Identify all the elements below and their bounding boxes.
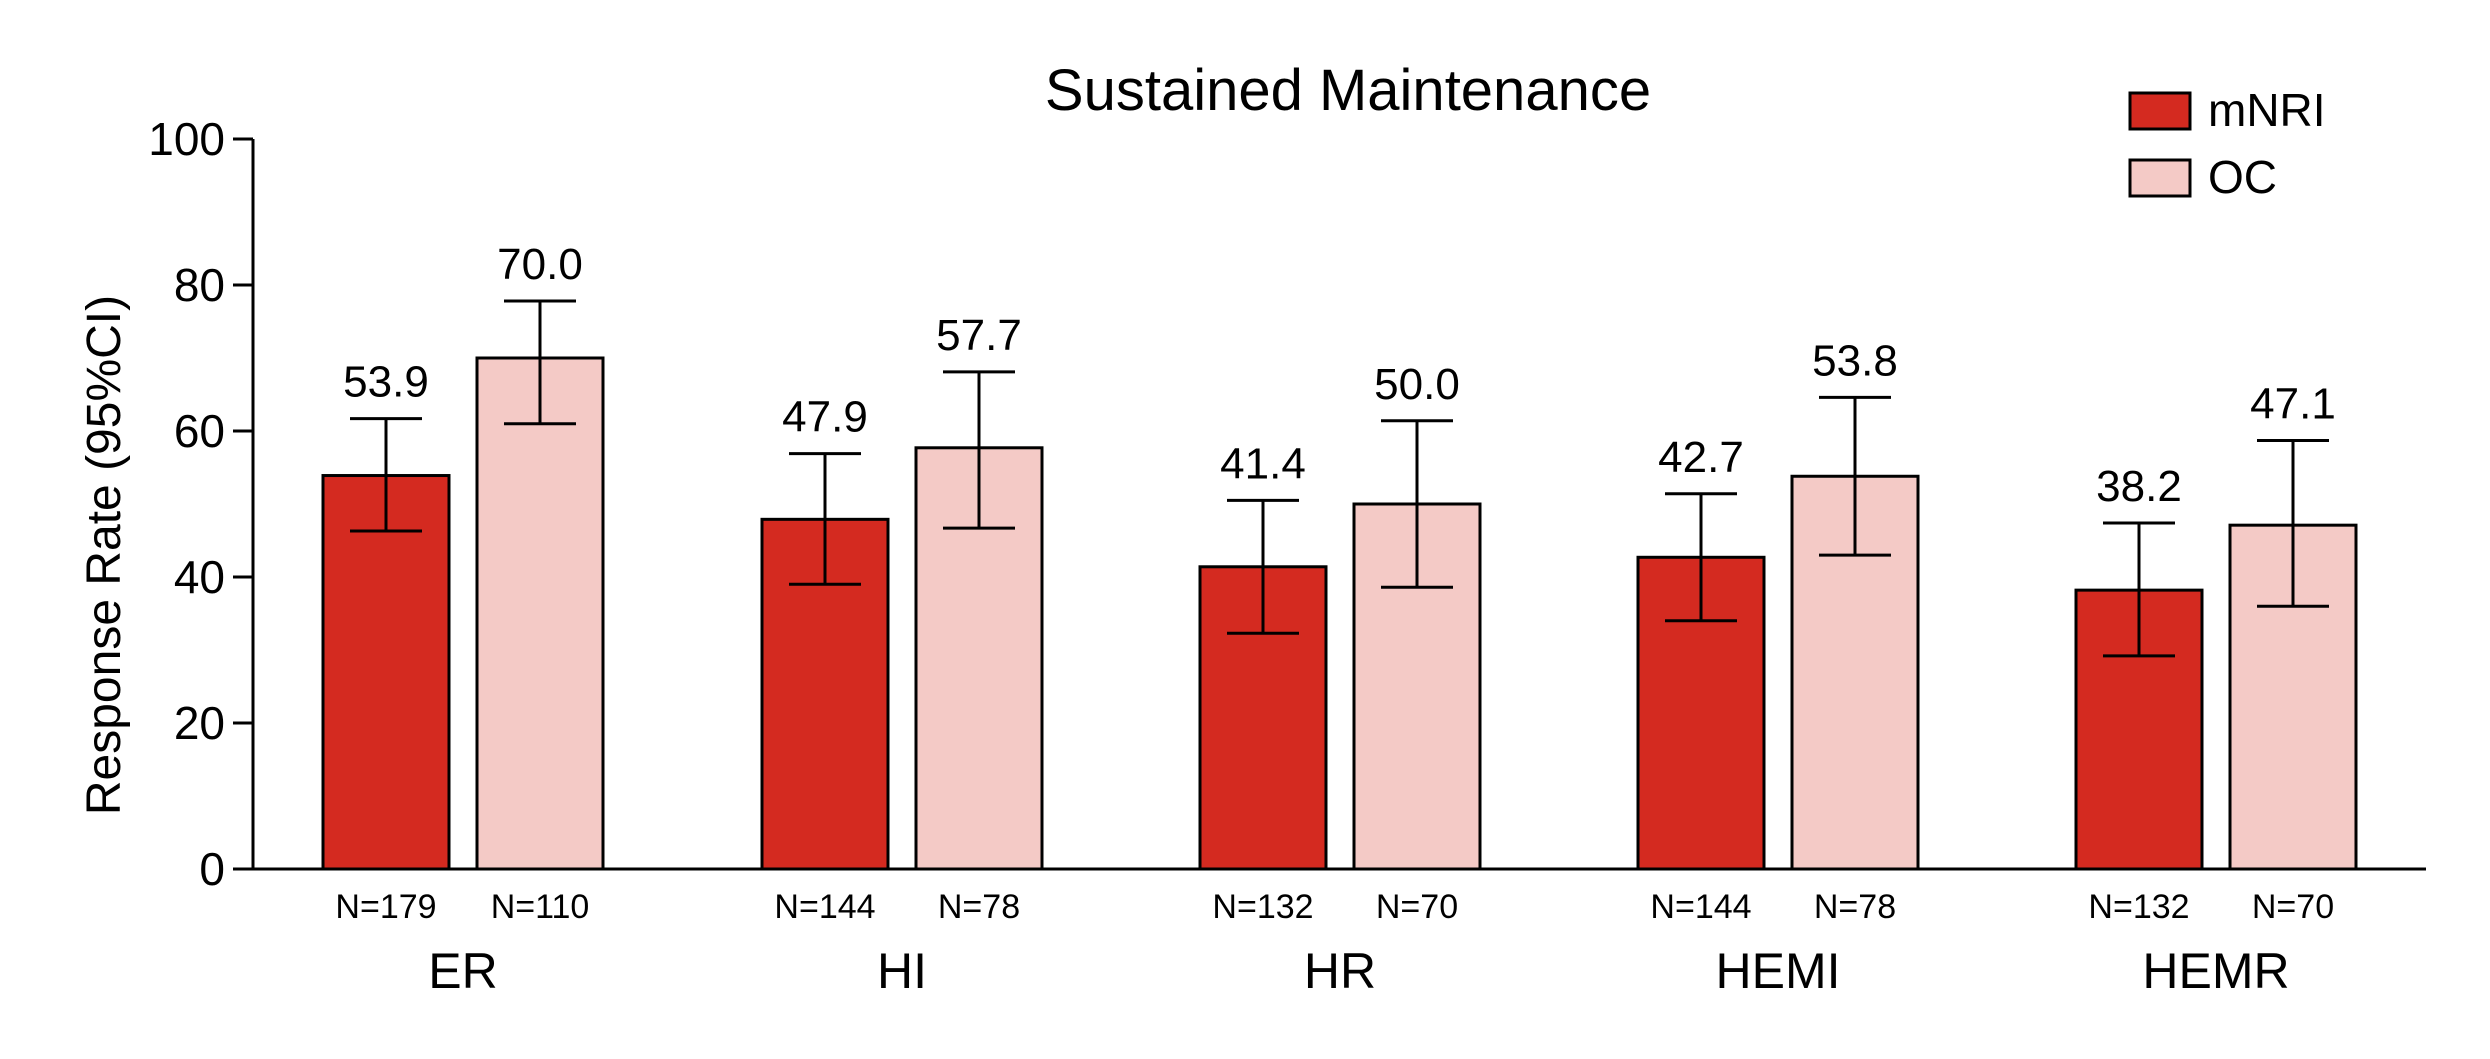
bar (321, 474, 451, 871)
x-tick-label: HR (1304, 943, 1376, 999)
n-label: N=132 (1212, 888, 1313, 926)
legend: mNRI OC (2128, 84, 2326, 203)
bar (475, 356, 605, 871)
x-tick-label: HEMR (2142, 943, 2289, 999)
axes: 0 20 40 60 80 100 (148, 113, 2426, 895)
n-label: N=110 (491, 888, 590, 926)
data-label: 57.7 (936, 311, 1022, 360)
legend-label: mNRI (2208, 84, 2326, 136)
n-label: N=179 (335, 888, 436, 926)
y-tick-label: 40 (174, 551, 225, 603)
data-label: 53.9 (343, 358, 429, 407)
y-tick-label: 80 (174, 259, 225, 311)
x-tick-label: ER (428, 943, 497, 999)
y-axis-label: Response Rate (95%CI) (78, 295, 131, 815)
x-tick-label: HEMI (1716, 943, 1841, 999)
legend-swatch (2128, 91, 2192, 131)
x-tick-label: HI (877, 943, 927, 999)
n-label: N=78 (938, 888, 1020, 926)
data-label: 47.1 (2250, 379, 2336, 428)
y-tick-label: 100 (148, 113, 225, 165)
data-label: 41.4 (1220, 439, 1306, 488)
bars-layer: 53.9 N=179 70.0 N=110 ER 47.9 N=144 57.7 N=78 HI 4… (321, 240, 2358, 999)
n-label: N=70 (1376, 888, 1458, 926)
n-label: N=144 (774, 888, 875, 926)
n-label: N=132 (2088, 888, 2189, 926)
data-label: 70.0 (497, 240, 583, 289)
n-label: N=78 (1814, 888, 1896, 926)
n-label: N=144 (1650, 888, 1751, 926)
data-label: 42.7 (1658, 433, 1744, 482)
legend-swatch (2128, 158, 2192, 198)
y-tick-label: 20 (174, 697, 225, 749)
data-label: 50.0 (1374, 360, 1460, 409)
y-tick-label: 0 (199, 843, 225, 895)
data-label: 38.2 (2096, 462, 2182, 511)
data-label: 53.8 (1812, 336, 1898, 385)
legend-label: OC (2208, 151, 2277, 203)
n-label: N=70 (2252, 888, 2334, 926)
y-tick-label: 60 (174, 405, 225, 457)
data-label: 47.9 (782, 393, 868, 442)
chart-title: Sustained Maintenance (1045, 58, 1651, 123)
